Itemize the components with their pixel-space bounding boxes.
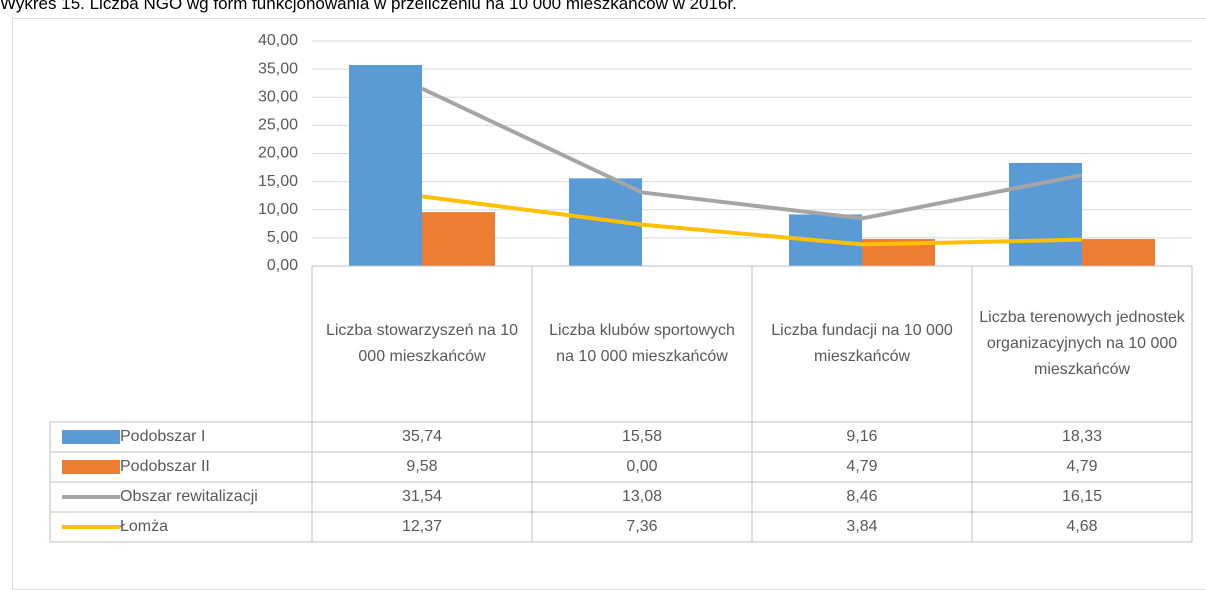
table-value: 8,46 (846, 488, 878, 505)
table-value: 4,68 (1066, 518, 1098, 535)
line (421, 194, 1083, 247)
y-tick-label: 25,00 (258, 117, 298, 134)
y-tick-label: 0,00 (267, 257, 298, 274)
chart-title: Wykres 15. Liczba NGO wg form funkcjonow… (0, 0, 737, 13)
table-value: 16,15 (1061, 488, 1103, 505)
table-value: 12,37 (401, 518, 443, 535)
table-value: 15,58 (621, 428, 663, 445)
y-tick-label: 30,00 (258, 88, 298, 105)
legend-swatch (62, 460, 120, 474)
table-value: 3,84 (846, 518, 878, 535)
y-tick-label: 40,00 (258, 32, 298, 49)
bar (1082, 239, 1155, 266)
table-value: 35,74 (401, 428, 443, 445)
table-value: 4,79 (1066, 458, 1098, 475)
line (421, 86, 1083, 221)
legend-label: Podobszar II (120, 458, 210, 475)
table-value: 9,16 (846, 428, 878, 445)
legend-swatch (62, 430, 120, 444)
table-value: 4,79 (846, 458, 878, 475)
legend-label: Obszar rewitalizacji (120, 488, 258, 505)
table-value: 0,00 (626, 458, 658, 475)
table-value: 9,58 (406, 458, 438, 475)
category-label: Liczba fundacji na 10 000 mieszkańców (771, 322, 953, 365)
table-value: 7,36 (626, 518, 658, 535)
y-tick-label: 10,00 (258, 201, 298, 218)
table-value: 13,08 (621, 488, 663, 505)
chart: 0,00 5,00 10,00 15,00 20,00 25,00 30,00 35,00 40… (49, 32, 1193, 543)
category-label: Liczba klubów sportowych na 10 000 miesz… (549, 322, 735, 365)
y-tick-label: 20,00 (258, 145, 298, 162)
legend-label: Łomża (120, 518, 169, 535)
bar (422, 212, 495, 266)
table-value: 18,33 (1061, 428, 1103, 445)
y-tick-label: 35,00 (258, 60, 298, 77)
category-label: Liczba stowarzyszeń na 10 000 mieszkańcó… (325, 322, 519, 365)
legend-label: Podobszar I (120, 428, 206, 445)
bar (349, 64, 422, 267)
y-tick-label: 15,00 (258, 173, 298, 190)
table-value: 31,54 (401, 488, 443, 505)
y-tick-label: 5,00 (267, 229, 298, 246)
category-label: Liczba terenowych jednostek organizacyjn… (979, 309, 1185, 378)
bar (1009, 162, 1082, 266)
